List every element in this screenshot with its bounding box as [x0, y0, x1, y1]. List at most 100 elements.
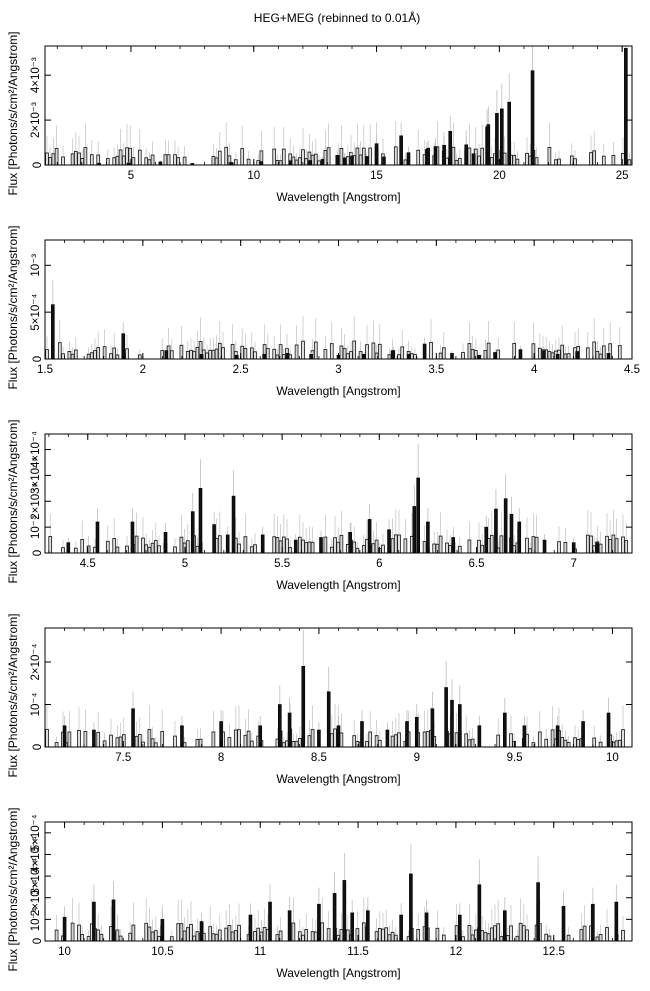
data-bar [507, 101, 511, 166]
plot-frame [44, 433, 633, 554]
x-tick-label: 25 [616, 170, 629, 182]
data-bar [424, 912, 429, 942]
y-tick-label: 10⁻⁴ [30, 693, 42, 717]
data-bar [575, 351, 580, 360]
data-bar [433, 146, 438, 166]
data-bar [259, 161, 263, 166]
data-bar [509, 513, 514, 554]
data-bar [412, 506, 417, 554]
data-bar [130, 521, 135, 554]
y-tick-label: 2×10⁻⁴ [30, 483, 42, 520]
data-bar [212, 524, 216, 554]
data-bar [198, 488, 203, 554]
x-tick-label: 1.5 [37, 364, 53, 376]
data-bar [51, 304, 55, 360]
data-bar [391, 350, 396, 360]
data-bar [92, 729, 96, 748]
y-axis-label: Flux [Photons/s/cm²/Angstrom] [6, 807, 20, 971]
data-bar [308, 160, 313, 166]
x-axis-label: Wavelength [Angstrom] [276, 384, 400, 398]
y-tick-label: 0 [32, 744, 44, 750]
plot-frame [44, 45, 633, 166]
y-axis-label: Flux [Photons/s/cm²/Angstrom] [6, 419, 20, 583]
data-bar [426, 521, 430, 554]
plot-frame [44, 239, 633, 360]
data-bar [234, 354, 239, 360]
data-bar [522, 725, 527, 748]
y-tick-label: 0 [32, 356, 44, 362]
data-bar [442, 144, 446, 166]
data-bar [287, 712, 292, 748]
x-tick-label: 4 [531, 364, 538, 376]
data-bar [426, 147, 430, 166]
data-bar [399, 914, 403, 942]
data-bar [542, 539, 547, 554]
data-bar [595, 542, 599, 554]
y-tick-label: 10⁻³ [30, 254, 42, 277]
data-bar [248, 914, 253, 942]
data-bar [542, 350, 546, 360]
y-tick-label: 5×10⁻⁴ [30, 814, 42, 851]
data-bar [517, 521, 522, 554]
x-tick-label: 3.5 [428, 364, 444, 376]
data-bar [458, 914, 462, 942]
noise-layer [45, 315, 622, 360]
data-bar [163, 532, 168, 554]
data-bar [326, 691, 331, 748]
x-tick-label: 10 [606, 752, 619, 764]
data-bar [301, 665, 306, 748]
data-bar [500, 108, 504, 166]
x-tick-label: 12.5 [543, 946, 565, 958]
data-bar [382, 156, 386, 166]
data-bar [494, 508, 498, 554]
data-bar [503, 498, 508, 554]
data-bar [320, 159, 325, 166]
x-tick-label: 8.5 [311, 752, 327, 764]
x-tick-label: 6.5 [469, 558, 485, 570]
data-bar [448, 131, 453, 166]
figure-title: HEG+MEG (rebinned to 0.01Å) [254, 10, 420, 25]
y-tick-label: 3×10⁻⁴ [30, 457, 42, 494]
data-bar [530, 70, 535, 166]
data-bar [458, 704, 462, 748]
data-bar [591, 903, 595, 942]
data-bar [477, 725, 482, 748]
data-bar [450, 699, 454, 748]
data-bar [258, 725, 263, 748]
data-bar [606, 353, 611, 360]
data-bar [285, 353, 290, 360]
x-tick-label: 9 [414, 752, 420, 764]
panel-1: 5 10 15 20 25 0 2×10⁻³ 4×10⁻³ Wavelength [Angstr… [6, 31, 633, 204]
y-tick-label: 4×10⁻⁴ [30, 836, 42, 873]
data-bar [180, 725, 184, 748]
x-tick-label: 11.5 [347, 946, 369, 958]
data-bar [555, 354, 560, 360]
data-bar [484, 526, 489, 554]
y-tick-label: 2×10⁻⁴ [30, 643, 42, 680]
data-bar [262, 354, 266, 360]
y-tick-label: 5×10⁻⁴ [30, 294, 42, 331]
data-bar [477, 884, 482, 942]
x-tick-label: 4.5 [80, 558, 96, 570]
x-tick-label: 10.5 [151, 946, 173, 958]
x-tick-label: 9.5 [507, 752, 523, 764]
data-bar [293, 539, 298, 554]
y-tick-label: 0 [32, 162, 44, 168]
data-bar [335, 155, 340, 166]
data-bar [92, 901, 96, 942]
x-tick-label: 5 [182, 558, 188, 570]
x-tick-label: 10 [58, 946, 71, 958]
data-bar [405, 721, 409, 748]
data-bar [287, 910, 292, 942]
x-tick-label: 5.5 [274, 558, 290, 570]
x-tick-label: 4.5 [624, 364, 640, 376]
data-bar [336, 725, 341, 748]
y-tick-label: 10⁻⁴ [30, 515, 42, 539]
y-axis-label: Flux [Photons/s/cm²/Angstrom] [6, 225, 20, 389]
data-bar [277, 704, 282, 748]
data-bar [190, 511, 195, 554]
y-axis-label: Flux [Photons/s/cm²/Angstrom] [6, 613, 20, 777]
data-bar [430, 708, 435, 748]
data-bar [486, 124, 491, 166]
